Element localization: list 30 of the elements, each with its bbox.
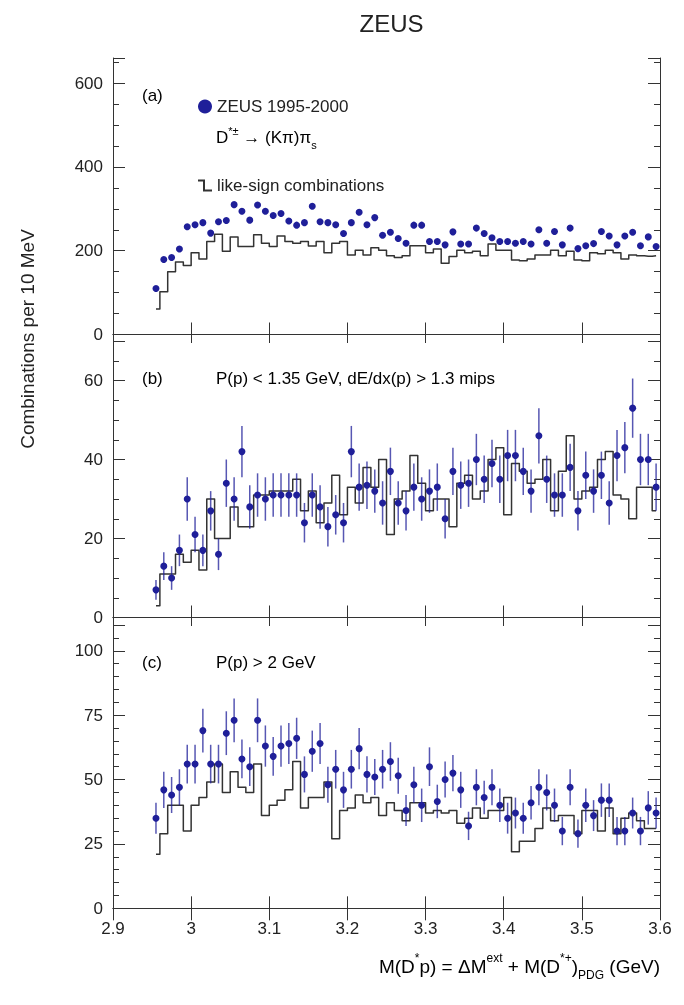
annotation: (a): [142, 86, 163, 105]
legend-label: ZEUS 1995-2000: [217, 97, 349, 116]
y-tick-label: 100: [74, 640, 103, 660]
y-tick-label: 0: [93, 325, 103, 344]
annotation: (c): [142, 652, 162, 672]
y-tick-label: 60: [84, 371, 103, 391]
annotation: P(p) > 2 GeV: [216, 652, 317, 672]
x-tick-label: 2.9: [101, 918, 125, 938]
y-tick-label: 600: [74, 73, 103, 93]
y-tick-label: 0: [93, 608, 103, 628]
y-tick-label: 20: [84, 529, 103, 549]
x-tick-label: 3.3: [413, 918, 438, 938]
y-tick-label: 25: [84, 834, 103, 854]
y-tick-label: 200: [74, 241, 103, 261]
x-tick-label: 3.4: [491, 918, 516, 938]
chart-title: ZEUS: [359, 9, 424, 37]
y-tick-label: 75: [84, 705, 103, 725]
x-tick-label: 3.2: [335, 918, 360, 938]
annotation: P(p) < 1.35 GeV, dE/dx(p) > 1.3 mips: [216, 369, 496, 389]
legend-label: like-sign combinations: [217, 176, 385, 195]
x-tick-label: 3: [186, 918, 196, 938]
y-tick-label: 50: [84, 769, 103, 789]
y-axis-title: Combinations per 10 MeV: [17, 228, 39, 449]
y-tick-label: 400: [74, 157, 103, 177]
y-tick-label: 40: [84, 450, 103, 470]
y-tick-label: 0: [93, 898, 103, 918]
x-tick-label: 3.6: [648, 918, 672, 938]
annotation: (b): [142, 369, 163, 389]
x-tick-label: 3.1: [257, 918, 282, 938]
x-tick-label: 3.5: [570, 918, 594, 938]
